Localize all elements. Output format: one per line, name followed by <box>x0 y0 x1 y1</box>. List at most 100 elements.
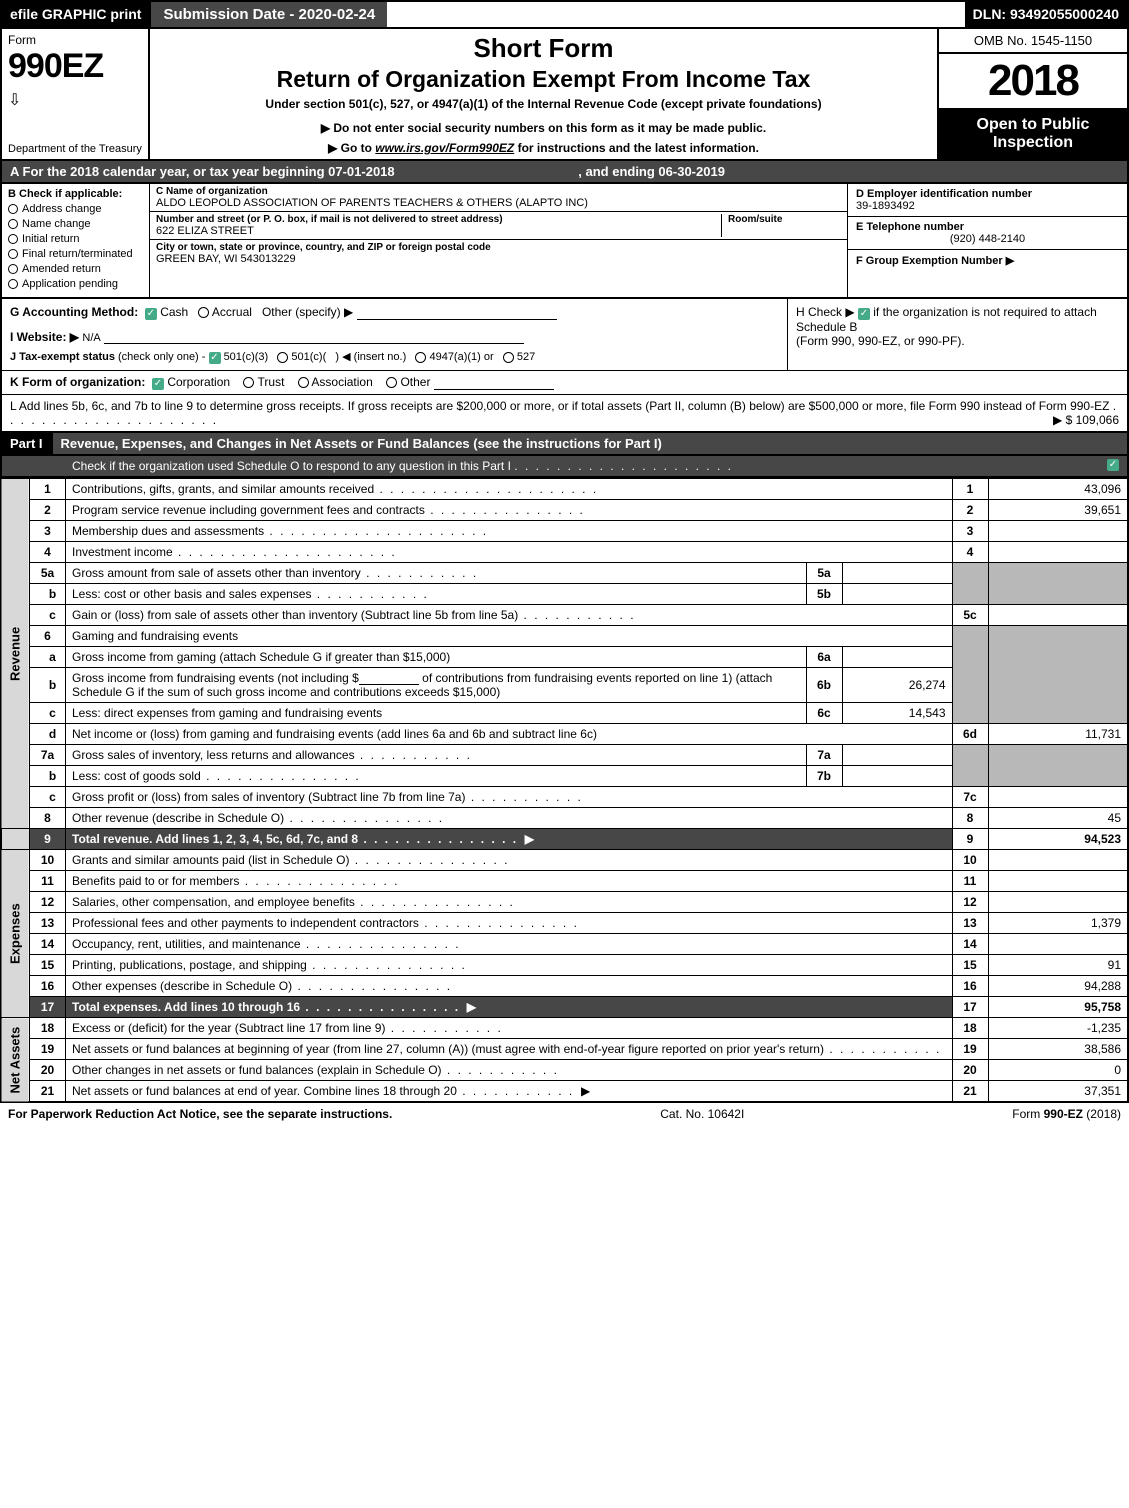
revenue-sidelabel: Revenue <box>1 479 30 829</box>
line-7c: c Gross profit or (loss) from sales of i… <box>1 787 1128 808</box>
period-end: , and ending 06-30-2019 <box>578 164 725 179</box>
line-7a: 7a Gross sales of inventory, less return… <box>1 745 1128 766</box>
j-4947-radio[interactable] <box>415 352 426 363</box>
g-other-input[interactable] <box>357 306 557 320</box>
accrual-radio[interactable] <box>198 307 209 318</box>
l6b-sub: 6b <box>806 668 842 703</box>
l6-shade-amt <box>988 626 1128 724</box>
opt-address-change[interactable]: Address change <box>8 203 143 215</box>
l6d-amt: 11,731 <box>988 724 1128 745</box>
l-amount: 109,066 <box>1076 413 1119 427</box>
opt-application-pending[interactable]: Application pending <box>8 278 143 290</box>
k-corp-checked[interactable]: ✓ <box>152 378 164 390</box>
l6b-desc: Gross income from fundraising events (no… <box>66 668 807 703</box>
l21-num: 21 <box>30 1081 66 1103</box>
city-value: GREEN BAY, WI 543013229 <box>156 253 841 265</box>
l6d-ref: 6d <box>952 724 988 745</box>
l17-amt: 95,758 <box>988 997 1128 1018</box>
k-other-input[interactable] <box>434 376 554 390</box>
l7b-desc: Less: cost of goods sold <box>66 766 807 787</box>
instr2-prefix: ▶ Go to <box>328 141 375 155</box>
j-501c-radio[interactable] <box>277 352 288 363</box>
l8-ref: 8 <box>952 808 988 829</box>
l1-amt: 43,096 <box>988 479 1128 500</box>
part1-sub-dots <box>514 459 733 473</box>
j-501c3-checked[interactable]: ✓ <box>209 352 221 364</box>
header-center: Short Form Return of Organization Exempt… <box>150 29 937 159</box>
irs-link[interactable]: www.irs.gov/Form990EZ <box>375 141 514 155</box>
l-text: L Add lines 5b, 6c, and 7b to line 9 to … <box>10 399 1109 413</box>
l6c-num: c <box>30 703 66 724</box>
city-row: City or town, state or province, country… <box>150 240 847 297</box>
l16-desc: Other expenses (describe in Schedule O) <box>66 976 953 997</box>
download-icon[interactable]: ⇩ <box>8 90 21 110</box>
line-16: 16 Other expenses (describe in Schedule … <box>1 976 1128 997</box>
org-name-value: ALDO LEOPOLD ASSOCIATION OF PARENTS TEAC… <box>156 197 841 209</box>
cash-checkbox-checked[interactable]: ✓ <box>145 308 157 320</box>
l10-ref: 10 <box>952 850 988 871</box>
footer-right: Form 990-EZ (2018) <box>1012 1107 1121 1121</box>
l9-desc: Total revenue. Add lines 1, 2, 3, 4, 5c,… <box>66 829 953 850</box>
topbar-spacer <box>387 2 964 27</box>
l2-desc: Program service revenue including govern… <box>66 500 953 521</box>
l1-ref: 1 <box>952 479 988 500</box>
part1-schedule-o-checked[interactable]: ✓ <box>1107 459 1119 471</box>
l12-num: 12 <box>30 892 66 913</box>
l6b-blank[interactable] <box>359 671 419 685</box>
j-label: J Tax-exempt status <box>10 351 115 363</box>
opt-amended-return[interactable]: Amended return <box>8 263 143 275</box>
instr2-suffix: for instructions and the latest informat… <box>518 141 759 155</box>
l7c-amt <box>988 787 1128 808</box>
l20-num: 20 <box>30 1060 66 1081</box>
l6a-num: a <box>30 647 66 668</box>
l5c-desc: Gain or (loss) from sale of assets other… <box>66 605 953 626</box>
print-link[interactable]: print <box>110 6 141 22</box>
street-label: Number and street (or P. O. box, if mail… <box>156 214 721 225</box>
l2-num: 2 <box>30 500 66 521</box>
l5b-subval <box>842 584 952 605</box>
l14-desc: Occupancy, rent, utilities, and maintena… <box>66 934 953 955</box>
l13-num: 13 <box>30 913 66 934</box>
line-6d: d Net income or (loss) from gaming and f… <box>1 724 1128 745</box>
l13-amt: 1,379 <box>988 913 1128 934</box>
instruction-2: ▶ Go to www.irs.gov/Form990EZ for instru… <box>160 141 927 155</box>
opt-name-change[interactable]: Name change <box>8 218 143 230</box>
l7ab-shade-amt <box>988 745 1128 787</box>
l6b-subval: 26,274 <box>842 668 952 703</box>
top-bar: efile GRAPHIC print Submission Date - 20… <box>0 0 1129 29</box>
g-accrual: Accrual <box>212 305 252 319</box>
j-527-radio[interactable] <box>503 352 514 363</box>
l5ab-shade <box>952 563 988 605</box>
opt-final-return[interactable]: Final return/terminated <box>8 248 143 260</box>
k-opts: Corporation Trust Association Other <box>167 375 430 389</box>
efile-prefix: efile <box>10 6 38 22</box>
opt-initial-return[interactable]: Initial return <box>8 233 143 245</box>
l6a-desc: Gross income from gaming (attach Schedul… <box>66 647 807 668</box>
l6a-subval <box>842 647 952 668</box>
footer-left: For Paperwork Reduction Act Notice, see … <box>8 1107 392 1121</box>
website-input[interactable] <box>104 330 524 344</box>
j-opts: 501(c)(3) 501(c)( ) ◀ (insert no.) 4947(… <box>224 351 536 363</box>
l4-ref: 4 <box>952 542 988 563</box>
k-trust-radio[interactable] <box>243 377 254 388</box>
l5a-sub: 5a <box>806 563 842 584</box>
l16-amt: 94,288 <box>988 976 1128 997</box>
l7b-sub: 7b <box>806 766 842 787</box>
k-assoc-radio[interactable] <box>298 377 309 388</box>
l12-ref: 12 <box>952 892 988 913</box>
k-other-radio[interactable] <box>386 377 397 388</box>
g-label: G Accounting Method: <box>10 305 138 319</box>
street-value: 622 ELIZA STREET <box>156 225 721 237</box>
h-checkbox-checked[interactable]: ✓ <box>858 308 870 320</box>
l3-amt <box>988 521 1128 542</box>
efile-word: GRAPHIC <box>42 6 107 22</box>
section-b: B Check if applicable: Address change Na… <box>2 184 150 297</box>
ein-label: D Employer identification number <box>856 188 1119 200</box>
org-name-label: C Name of organization <box>156 186 841 197</box>
ein-value: 39-1893492 <box>856 200 1119 212</box>
page-footer: For Paperwork Reduction Act Notice, see … <box>0 1103 1129 1125</box>
form-title-2: Return of Organization Exempt From Incom… <box>160 66 927 93</box>
l19-desc: Net assets or fund balances at beginning… <box>66 1039 953 1060</box>
l21-desc: Net assets or fund balances at end of ye… <box>66 1081 953 1103</box>
group-exemption-label: F Group Exemption Number ▶ <box>856 254 1119 267</box>
